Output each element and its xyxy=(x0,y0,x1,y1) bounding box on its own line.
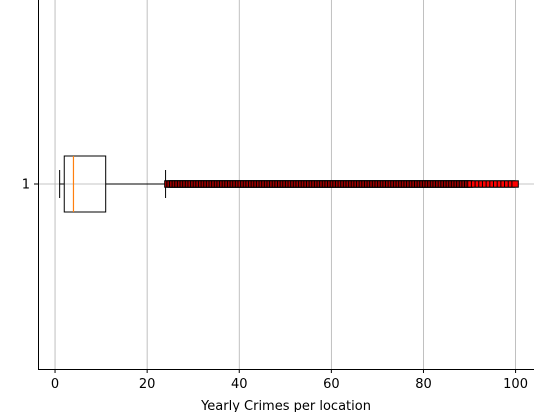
x-tick-label: 60 xyxy=(323,377,340,392)
x-tick-label: 80 xyxy=(415,377,432,392)
x-tick-label: 40 xyxy=(231,377,248,392)
x-tick-label: 20 xyxy=(139,377,156,392)
outlier-markers xyxy=(164,180,519,188)
outlier-marker xyxy=(511,180,519,188)
tick-marks: 0 20 40 60 80 100 1 xyxy=(22,178,528,393)
boxplot-marks xyxy=(59,155,167,213)
iqr-box xyxy=(63,155,107,213)
x-tick-label: 100 xyxy=(503,377,528,392)
x-tick-label: 0 xyxy=(51,377,59,392)
x-axis-label: Yearly Crimes per location xyxy=(200,399,371,412)
axes xyxy=(38,0,534,370)
y-tick-label: 1 xyxy=(22,178,30,193)
